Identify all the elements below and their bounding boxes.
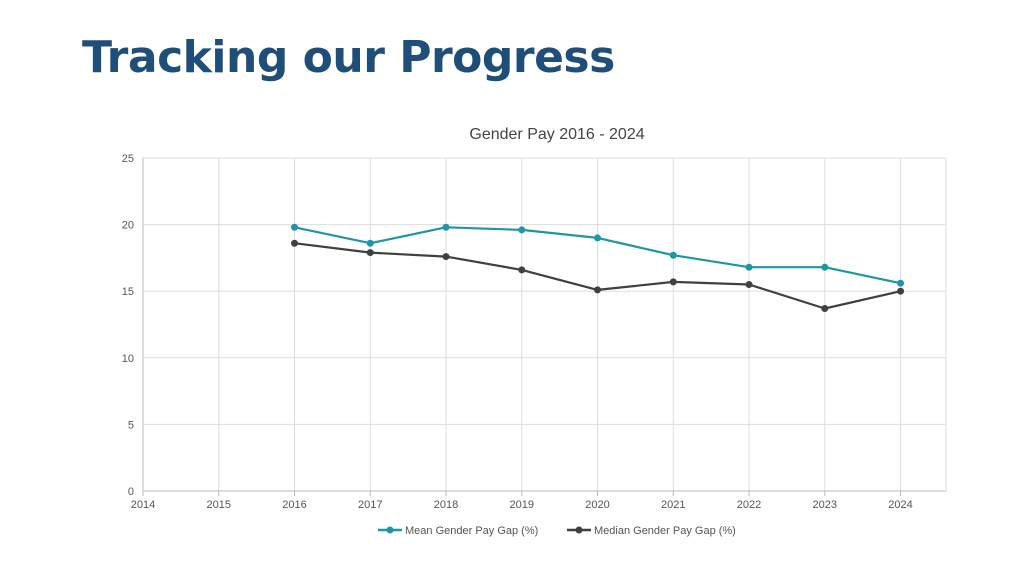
x-tick-label: 2022 [737, 499, 761, 511]
x-tick-label: 2016 [282, 499, 306, 511]
data-point [669, 251, 677, 259]
x-tick-label: 2020 [585, 499, 609, 511]
x-tick-label: 2024 [888, 499, 912, 511]
data-point [518, 226, 526, 234]
x-tick-label: 2017 [358, 499, 382, 511]
y-tick-label: 20 [122, 220, 134, 232]
y-tick-label: 0 [128, 486, 134, 498]
x-tick-label: 2019 [510, 499, 534, 511]
data-point [291, 239, 299, 247]
y-tick-label: 15 [122, 286, 134, 298]
legend-label: Median Gender Pay Gap (%) [594, 525, 736, 537]
data-point [366, 249, 374, 257]
y-tick-label: 5 [128, 419, 134, 431]
y-tick-label: 10 [122, 353, 134, 365]
data-point [291, 223, 299, 231]
legend-swatch-marker [575, 526, 583, 534]
data-point [366, 239, 374, 247]
chart-grid [142, 157, 947, 492]
x-tick-label: 2014 [131, 499, 155, 511]
chart-axes: 0 5 10 15 20 25 2014 2015 2016 2017 2018 2019 2020 20… [122, 153, 946, 511]
x-tick-label: 2021 [661, 499, 685, 511]
chart-legend: Mean Gender Pay Gap (%) Median Gender Pay… [378, 525, 736, 537]
data-point [821, 263, 829, 271]
slide-title: Tracking our Progress [82, 32, 615, 83]
data-point [821, 305, 829, 313]
data-point [442, 253, 450, 261]
data-point [897, 279, 905, 287]
data-point [745, 281, 753, 289]
data-point [745, 263, 753, 271]
x-tick-label: 2023 [813, 499, 837, 511]
data-point [897, 287, 905, 295]
data-point [442, 223, 450, 231]
data-point [594, 286, 602, 294]
data-point [518, 266, 526, 274]
data-point [594, 234, 602, 242]
data-point [669, 278, 677, 286]
x-tick-label: 2018 [434, 499, 458, 511]
legend-swatch-marker [386, 526, 394, 534]
y-tick-label: 25 [122, 153, 134, 165]
x-tick-label: 2015 [207, 499, 231, 511]
legend-label: Mean Gender Pay Gap (%) [405, 525, 538, 537]
chart-series [291, 223, 905, 313]
chart-title: Gender Pay 2016 - 2024 [469, 126, 644, 143]
